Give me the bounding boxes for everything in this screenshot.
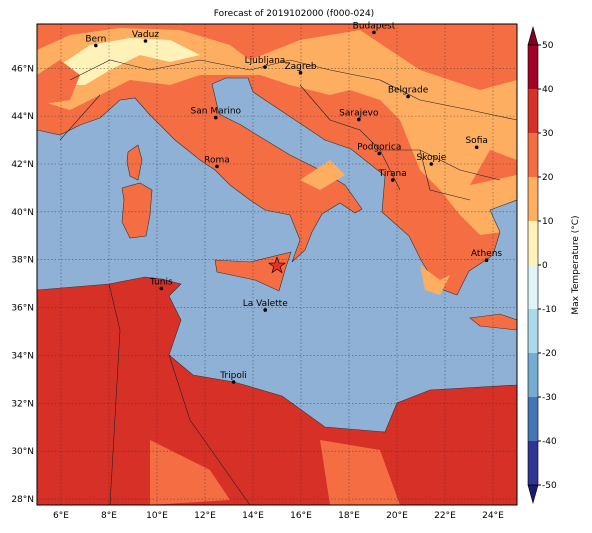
colorbar-tick-label: 10	[542, 217, 554, 227]
colorbar-segment	[528, 397, 538, 441]
y-tick-label: 44°N	[11, 112, 34, 122]
city-label: Ljubljana	[245, 56, 286, 66]
colorbar: -50 -40 -30 -20 -10 0 10 20 30 40 50 Max Temperatur…	[527, 25, 581, 505]
colorbar-tick-label: -50	[542, 481, 557, 491]
colorbar-under	[527, 484, 539, 505]
x-tick-label: 22°E	[434, 511, 456, 521]
y-tick-label: 32°N	[11, 399, 34, 409]
x-tick-label: 14°E	[242, 511, 264, 521]
y-tick-label: 36°N	[11, 304, 34, 314]
colorbar-tick-label: -40	[542, 437, 557, 447]
city-dot	[263, 65, 267, 69]
city-label: Tunis	[149, 277, 173, 287]
city-label: Belgrade	[388, 86, 429, 96]
city-label: Sofia	[465, 136, 487, 146]
y-tick-label: 46°N	[11, 64, 34, 74]
city-label: Podgorica	[357, 142, 401, 152]
colorbar-label: Max Temperature (°C)	[571, 215, 581, 314]
city-dot	[390, 178, 395, 182]
colorbar-segment	[528, 265, 538, 309]
x-tick-label: 18°E	[338, 511, 360, 521]
city-label: Skopje	[416, 153, 446, 163]
title: Forecast of 2019102000 (f000-024)	[214, 9, 374, 19]
y-tick-label: 38°N	[11, 256, 34, 266]
city-label: Tirana	[378, 169, 407, 179]
colorbar-segment	[528, 89, 538, 133]
colorbar-segment	[528, 177, 538, 221]
map-frame	[36, 23, 518, 506]
city-dot	[263, 308, 268, 312]
colorbar-tick-label: 0	[542, 261, 548, 271]
city-dot	[357, 117, 361, 122]
city-label: Budapest	[353, 21, 396, 31]
colorbar-tick-label: 40	[542, 85, 554, 95]
city-label: Athens	[471, 249, 502, 259]
city-label: La Valette	[243, 299, 288, 309]
city-label: Tripoli	[219, 371, 247, 381]
city-label: San Marino	[191, 107, 242, 117]
colorbar-tick-label: -10	[542, 305, 557, 315]
city-label: Roma	[204, 155, 230, 165]
city-dot	[406, 94, 410, 99]
x-tick-label: 20°E	[386, 511, 408, 521]
colorbar-tick-label: -20	[542, 349, 557, 359]
city-label: Vaduz	[132, 30, 159, 40]
colorbar-segment	[528, 309, 538, 353]
y-tick-label: 42°N	[11, 160, 34, 170]
city-dot	[94, 43, 98, 48]
colorbar-tick-label: -30	[542, 393, 557, 403]
colorbar-segment	[528, 221, 538, 265]
colorbar-over	[527, 25, 539, 46]
colorbar-segment	[528, 45, 538, 89]
x-tick-label: 24°E	[482, 511, 504, 521]
y-tick-label: 40°N	[11, 208, 34, 218]
city-dot	[474, 145, 479, 150]
city-dot	[159, 286, 164, 291]
city-label: Sarajevo	[339, 108, 379, 118]
star-marker	[268, 256, 286, 274]
city-dot	[214, 115, 218, 120]
colorbar-tick-label: 20	[542, 173, 554, 183]
colorbar-segment	[528, 133, 538, 177]
x-tick-label: 12°E	[194, 511, 216, 521]
city-dot	[484, 258, 489, 262]
colorbar-segment	[528, 353, 538, 397]
y-tick-label: 34°N	[11, 351, 34, 361]
city-dot	[143, 39, 148, 43]
city-label: Bern	[85, 35, 106, 45]
city-dot	[298, 71, 303, 75]
x-tick-label: 16°E	[290, 511, 312, 521]
city-dot	[231, 380, 236, 384]
city-dot	[429, 162, 434, 166]
x-tick-label: 10°E	[146, 511, 168, 521]
city-dot	[372, 30, 376, 35]
city-dot	[215, 164, 219, 169]
colorbar-tick-label: 30	[542, 129, 554, 139]
colorbar-segment	[528, 441, 538, 485]
city-label: Zagreb	[284, 62, 316, 72]
x-tick-label: 6°E	[53, 511, 69, 521]
city-dot	[377, 151, 382, 156]
y-tick-label: 28°N	[11, 495, 34, 505]
graticule: 6°E 8°E 10°E 12°E 14°E 16°E 18°E 20°E 22°E 24°E 28…	[11, 24, 517, 521]
colorbar-tick-label: 50	[542, 41, 554, 51]
x-tick-label: 8°E	[101, 511, 117, 521]
y-tick-label: 30°N	[11, 447, 34, 457]
